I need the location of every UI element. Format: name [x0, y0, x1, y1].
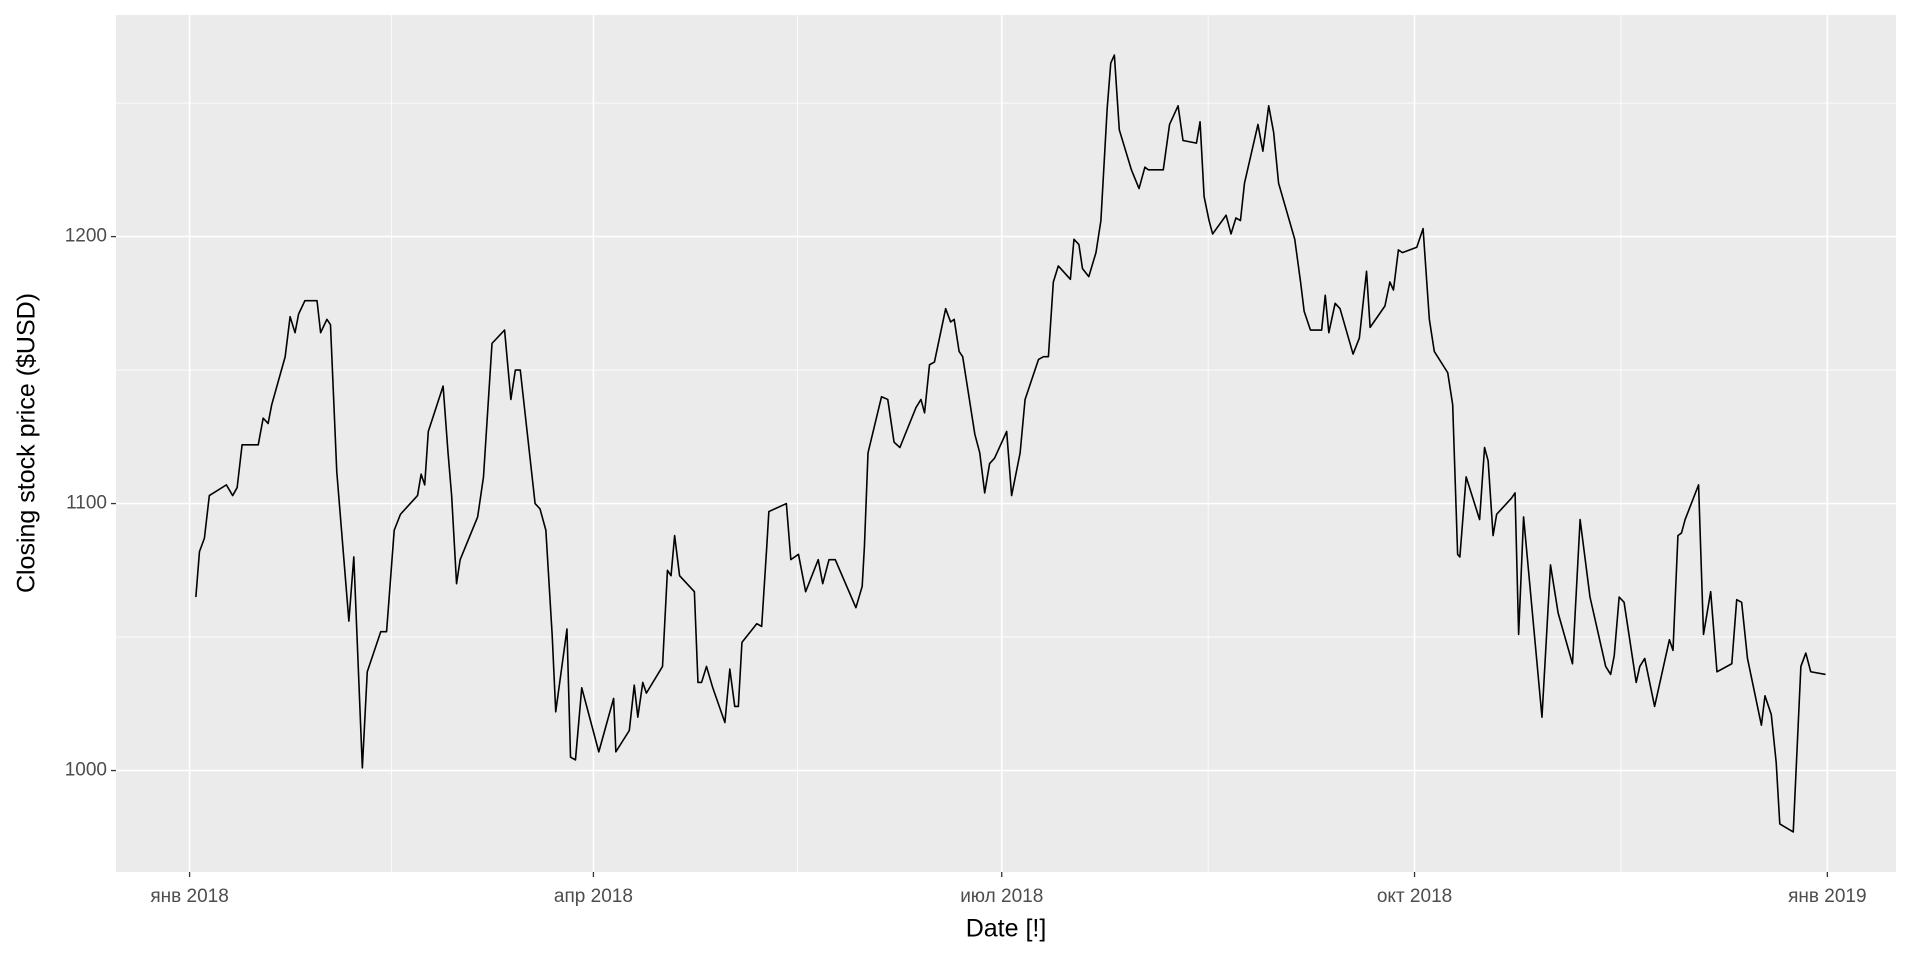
- x-tick-label: июл 2018: [960, 886, 1043, 907]
- price-line: [195, 54, 1826, 833]
- x-tick-label: янв 2019: [1788, 886, 1866, 907]
- x-tick-label: окт 2018: [1377, 886, 1452, 907]
- y-tick-label: 1100: [66, 493, 107, 514]
- y-tick-label: 1200: [65, 226, 107, 247]
- y-axis-title: Closing stock price ($USD): [13, 293, 41, 593]
- x-tick-label: апр 2018: [554, 886, 633, 907]
- y-tick-label: 1000: [65, 760, 107, 781]
- x-tick-label: янв 2018: [150, 886, 228, 907]
- x-axis-title: Date [!]: [966, 915, 1047, 943]
- plot-panel: [116, 15, 1896, 872]
